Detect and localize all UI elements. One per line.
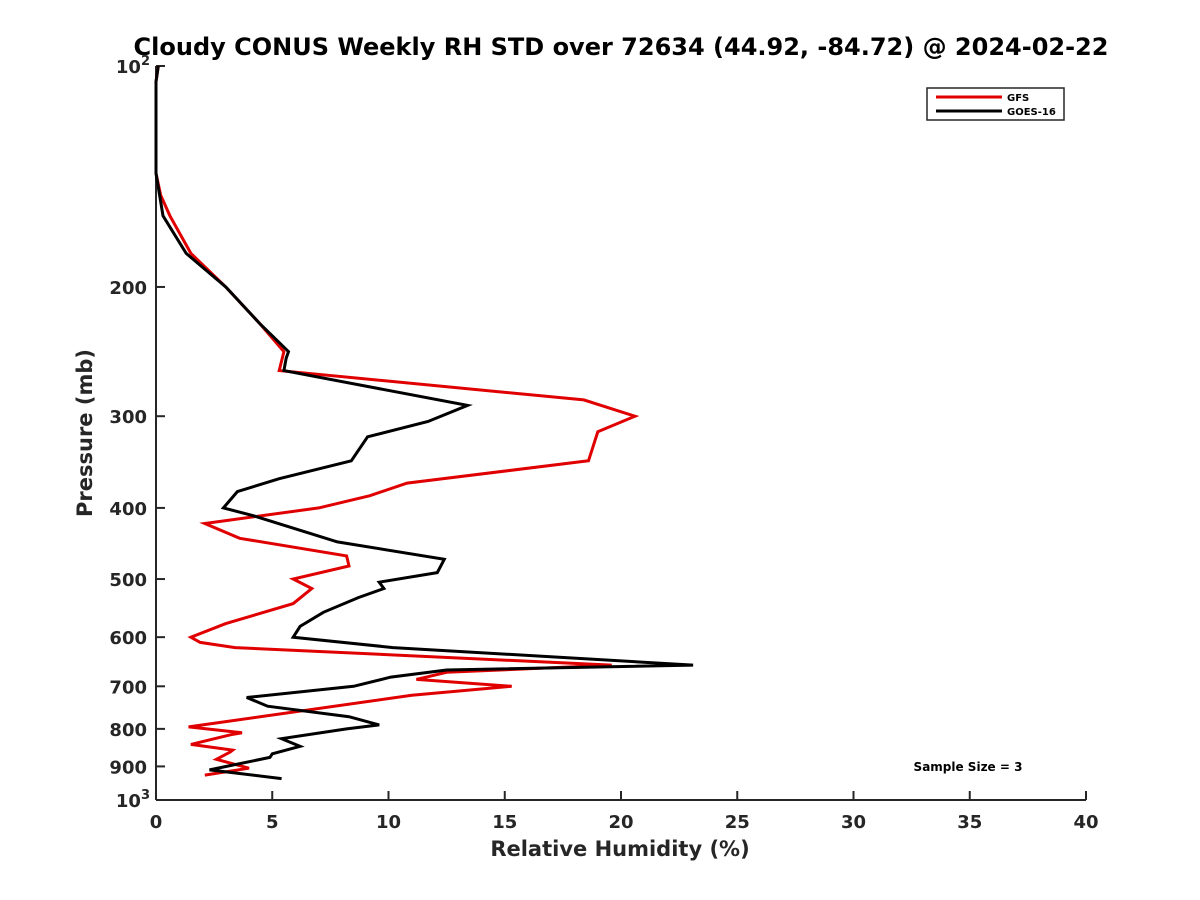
legend-entry-label: GOES-16 [1007, 107, 1056, 118]
y-tick-label: 600 [109, 628, 147, 649]
series-line-goes-16 [154, 65, 694, 781]
y-tick-label: 800 [109, 720, 147, 741]
y-tick-label: 300 [109, 407, 147, 428]
x-tick-label: 35 [957, 812, 982, 833]
x-tick-label: 0 [150, 812, 163, 833]
x-tick-label: 15 [492, 812, 517, 833]
x-tick-label: 40 [1073, 812, 1098, 833]
legend: GFS GOES-16 [926, 87, 1065, 121]
x-tick-label: 30 [841, 812, 866, 833]
x-axis-ticks: 0 5 10 15 20 25 30 35 40 [150, 791, 1099, 833]
x-tick-label: 10 [376, 812, 401, 833]
series-layer [154, 65, 694, 781]
y-tick-label: 200 [109, 278, 147, 299]
plot-area [155, 66, 1086, 801]
x-tick-label: 5 [266, 812, 279, 833]
y-tick-label: 700 [109, 677, 147, 698]
y-axis-label: Pressure (mb) [73, 349, 97, 517]
x-tick-label: 25 [725, 812, 750, 833]
x-tick-label: 20 [608, 812, 633, 833]
x-axis-label: Relative Humidity (%) [490, 837, 749, 861]
legend-box [926, 87, 1065, 121]
y-tick-label: 102 [116, 54, 150, 78]
y-axis-ticks: 102 200 300 400 500 600 700 800 900 103 [109, 54, 165, 812]
chart-title: Cloudy CONUS Weekly RH STD over 72634 (4… [134, 33, 1109, 61]
y-tick-label: 400 [109, 499, 147, 520]
y-tick-label: 500 [109, 570, 147, 591]
y-tick-label: 900 [109, 757, 147, 778]
sample-size-annotation: Sample Size = 3 [914, 760, 1023, 774]
legend-entry-label: GFS [1007, 93, 1029, 104]
y-tick-label: 103 [116, 788, 150, 812]
